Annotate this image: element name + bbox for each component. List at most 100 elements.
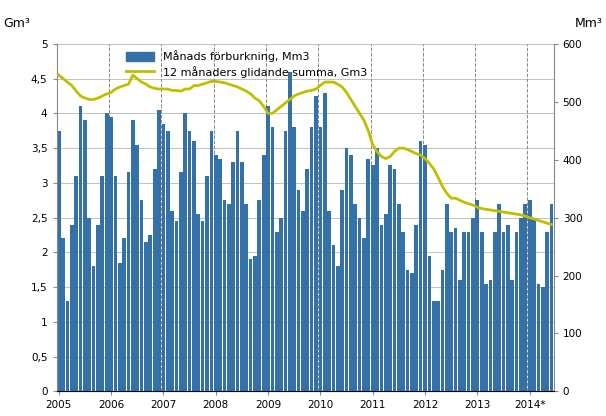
Bar xyxy=(541,287,545,391)
Bar xyxy=(323,92,327,391)
Bar xyxy=(362,238,366,391)
Bar xyxy=(488,280,492,391)
Bar xyxy=(166,131,170,391)
Bar xyxy=(175,221,178,391)
Bar xyxy=(105,114,108,391)
Bar xyxy=(419,141,422,391)
Bar xyxy=(288,72,291,391)
Bar xyxy=(236,131,239,391)
Bar xyxy=(405,270,410,391)
Bar xyxy=(96,225,100,391)
Bar xyxy=(127,173,130,391)
Bar xyxy=(310,127,313,391)
Bar xyxy=(371,166,375,391)
Bar xyxy=(113,176,118,391)
Bar xyxy=(210,131,213,391)
Bar xyxy=(131,120,135,391)
Bar xyxy=(441,270,444,391)
Bar xyxy=(536,284,540,391)
Bar xyxy=(179,173,182,391)
Bar xyxy=(231,162,235,391)
Bar xyxy=(248,259,253,391)
Bar xyxy=(162,124,165,391)
Bar xyxy=(445,204,448,391)
Bar xyxy=(454,228,458,391)
Bar xyxy=(184,114,187,391)
Legend: Månads förburkning, Mm3, 12 månaders glidande summa, Gm3: Månads förburkning, Mm3, 12 månaders gli… xyxy=(122,46,371,82)
Bar xyxy=(510,280,514,391)
Bar xyxy=(345,148,348,391)
Bar xyxy=(358,218,361,391)
Bar xyxy=(222,200,226,391)
Text: Gm³: Gm³ xyxy=(4,17,30,30)
Bar xyxy=(170,210,174,391)
Bar xyxy=(101,176,104,391)
Text: Mm³: Mm³ xyxy=(574,17,602,30)
Bar xyxy=(467,232,470,391)
Bar xyxy=(314,96,318,391)
Bar xyxy=(266,106,270,391)
Bar xyxy=(367,158,370,391)
Bar xyxy=(157,110,161,391)
Bar xyxy=(92,266,96,391)
Bar xyxy=(284,131,287,391)
Bar xyxy=(205,176,209,391)
Bar xyxy=(415,225,418,391)
Bar xyxy=(196,214,200,391)
Bar xyxy=(275,232,279,391)
Bar xyxy=(270,127,275,391)
Bar xyxy=(493,232,497,391)
Bar xyxy=(192,141,196,391)
Bar xyxy=(227,204,231,391)
Bar xyxy=(201,221,204,391)
Bar xyxy=(87,218,91,391)
Bar xyxy=(79,106,82,391)
Bar xyxy=(550,204,553,391)
Bar xyxy=(135,145,139,391)
Bar xyxy=(297,190,301,391)
Bar xyxy=(305,169,309,391)
Bar xyxy=(458,280,462,391)
Bar xyxy=(144,242,148,391)
Bar xyxy=(432,301,436,391)
Bar xyxy=(327,210,331,391)
Bar xyxy=(379,225,383,391)
Bar xyxy=(83,120,87,391)
Bar xyxy=(393,169,396,391)
Bar xyxy=(519,218,523,391)
Bar xyxy=(480,232,484,391)
Bar xyxy=(423,145,427,391)
Bar xyxy=(524,204,527,391)
Bar xyxy=(279,218,283,391)
Bar xyxy=(240,162,244,391)
Bar xyxy=(301,210,305,391)
Bar xyxy=(353,204,357,391)
Bar xyxy=(292,127,296,391)
Bar xyxy=(258,200,261,391)
Bar xyxy=(471,218,475,391)
Bar xyxy=(244,204,248,391)
Bar xyxy=(514,232,518,391)
Bar xyxy=(498,204,501,391)
Bar xyxy=(545,232,549,391)
Bar xyxy=(532,218,536,391)
Bar xyxy=(331,245,335,391)
Bar xyxy=(65,301,69,391)
Bar xyxy=(410,273,414,391)
Bar xyxy=(502,232,505,391)
Bar xyxy=(109,117,113,391)
Bar xyxy=(506,225,510,391)
Bar xyxy=(427,256,431,391)
Bar xyxy=(262,155,265,391)
Bar xyxy=(388,166,392,391)
Bar xyxy=(122,238,126,391)
Bar xyxy=(214,155,218,391)
Bar xyxy=(384,214,388,391)
Bar xyxy=(341,190,344,391)
Bar xyxy=(349,155,353,391)
Bar xyxy=(75,176,78,391)
Bar xyxy=(153,169,156,391)
Bar xyxy=(528,200,531,391)
Bar xyxy=(57,131,61,391)
Bar xyxy=(462,232,466,391)
